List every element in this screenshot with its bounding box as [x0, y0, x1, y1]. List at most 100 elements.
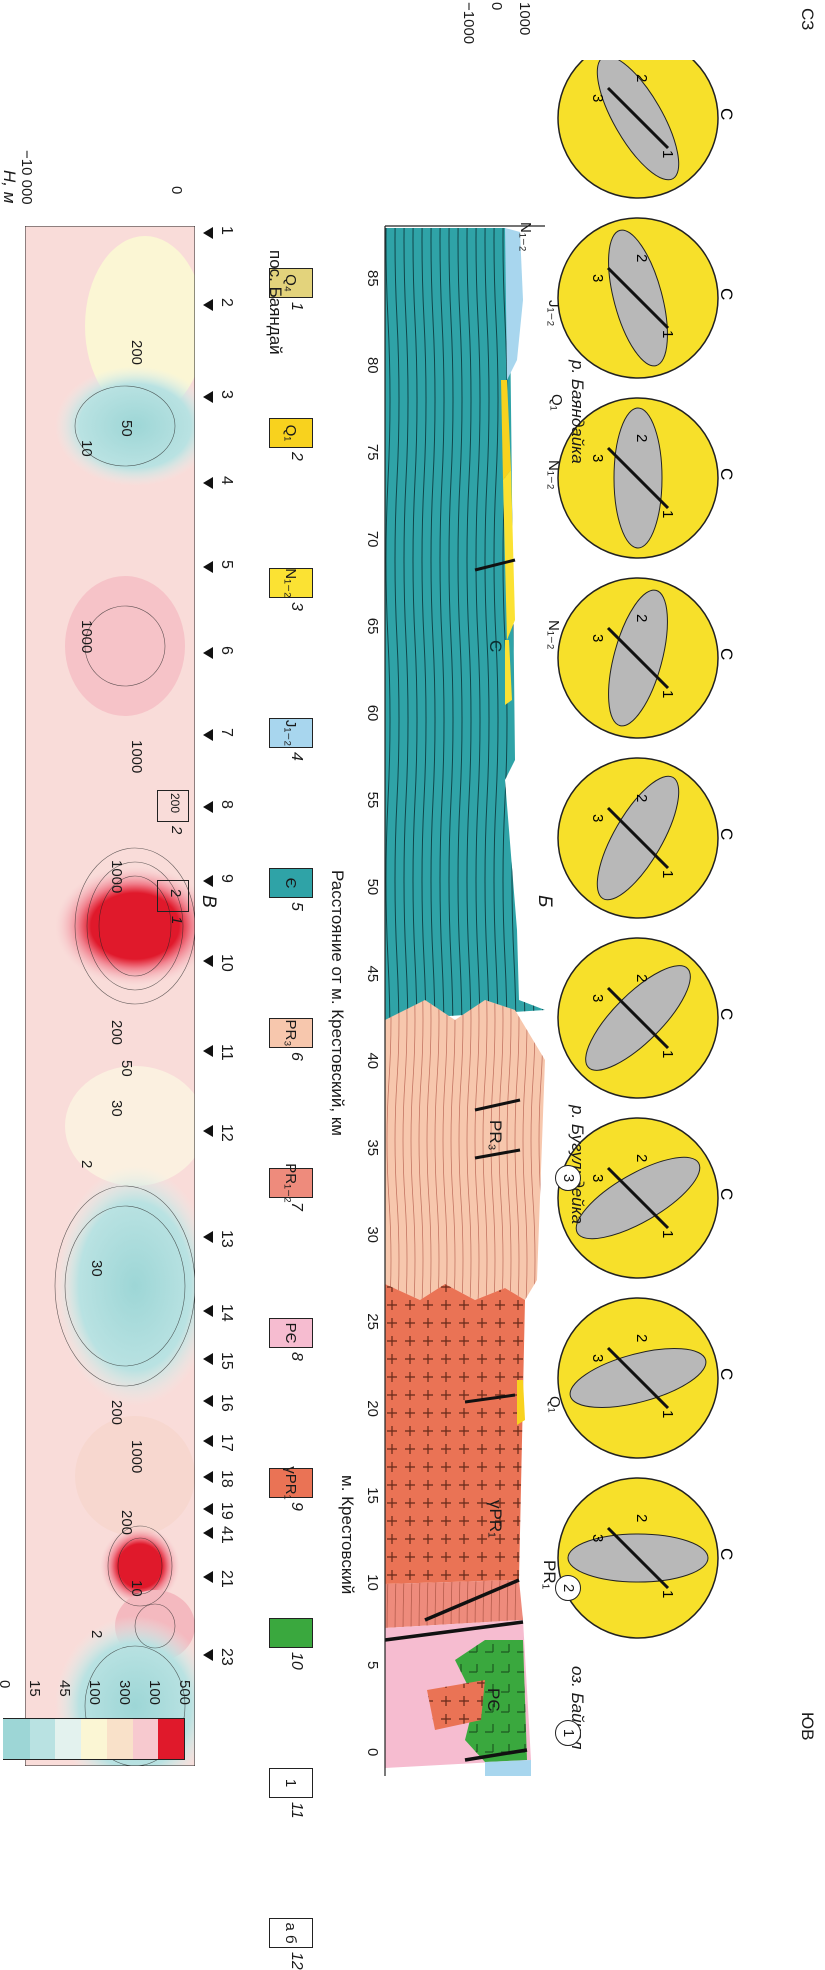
legend-number: 11 — [288, 1802, 305, 1819]
section-xtick: 40 — [364, 1052, 381, 1070]
station-label: 11 — [218, 1044, 235, 1061]
stereonet-5: С 1 2 3 — [557, 757, 736, 919]
station-marker — [203, 1503, 213, 1515]
stereonet-axis-label: 3 — [589, 1534, 606, 1542]
legend-swatch: 1 — [269, 1768, 313, 1798]
stereonet-axis-label: 2 — [633, 434, 650, 442]
colorbar-segment — [28, 1719, 56, 1759]
station-marker — [203, 477, 213, 489]
panel-letter-v: В — [198, 895, 219, 908]
depth-tick-0: 0 — [168, 186, 185, 195]
station-label: 5 — [218, 560, 235, 569]
stereonet-row: С 1 2 3 С 1 2 3 С 1 2 3 С 1 2 3 С 1 2 3 С 1 2 3 С 1 2 3 С 1 2 3 С 1 2 3 — [543, 37, 736, 1720]
contour-label-7: 200 — [108, 1020, 125, 1046]
stereonet-axis-label: 1 — [659, 690, 676, 698]
fault-marker-2: 2 — [555, 1575, 581, 1601]
stereonet-6: С 1 2 3 — [557, 937, 736, 1099]
section-xtick: 45 — [364, 965, 381, 983]
station-marker — [203, 391, 213, 403]
station-marker — [203, 1435, 213, 1447]
unit-label-n12b: N₁₋₂ — [545, 460, 562, 490]
station-marker — [203, 1571, 213, 1583]
legend-swatch: PЄ — [269, 1318, 313, 1348]
station-label: 6 — [218, 646, 235, 655]
stereonet-axis-label: 2 — [633, 74, 650, 82]
legend-number: 6 — [288, 1052, 305, 1061]
stereonet-label: С — [717, 648, 733, 660]
depth-label: H, м — [0, 170, 19, 204]
station-marker — [203, 729, 213, 741]
stereonet-axis-label: 2 — [633, 254, 650, 262]
legend-number: 7 — [288, 1202, 305, 1211]
profile-legend-box-2: 200 — [157, 790, 189, 822]
contour-label-14: 200 — [118, 1510, 135, 1536]
contour-label-3: 10 — [78, 440, 95, 457]
station-marker — [203, 1231, 213, 1243]
legend-number: 2 — [288, 452, 305, 461]
station-marker — [203, 875, 213, 887]
stereonet-axis-label: 3 — [589, 994, 606, 1002]
stereonet-9: С 1 2 3 — [557, 1477, 736, 1639]
colorbar-label: 15 — [26, 1680, 43, 1697]
colorbar-segment — [3, 1719, 30, 1759]
station-label: 17 — [218, 1434, 235, 1452]
stereonet-label: С — [717, 1008, 733, 1020]
station-label: 3 — [218, 390, 235, 399]
legend-number: 12 — [288, 1952, 305, 1970]
colorbar-label: 100 — [86, 1680, 103, 1706]
colorbar-label: 300 — [116, 1680, 133, 1706]
legend-number: 5 — [288, 902, 305, 911]
legend-swatch: N₁₋₂ — [269, 568, 313, 598]
stereonet-7: С 1 2 3 — [557, 1117, 736, 1279]
profile-right-place: м. Крестовский — [338, 1475, 357, 1595]
section-xtick: 55 — [364, 791, 381, 809]
station-label: 2 — [218, 298, 235, 307]
contour-label-1: 200 — [128, 340, 145, 366]
stereonet-label: С — [717, 1548, 733, 1560]
lens-q1a — [501, 380, 511, 480]
legend-swatch: PR₃ — [269, 1018, 313, 1048]
section-xtick: 30 — [364, 1226, 381, 1244]
station-label: 4 — [218, 476, 235, 485]
legend-number: 8 — [288, 1352, 305, 1361]
colorbar-segment — [54, 1719, 82, 1759]
stereonet-axis-label: 1 — [659, 1230, 676, 1238]
station-marker — [203, 299, 213, 311]
stereonet-1: С 1 2 3 — [557, 37, 736, 199]
station-marker — [203, 647, 213, 659]
stereonet-axis-label: 3 — [589, 454, 606, 462]
unit-label-pr3: PR₃ — [486, 1120, 505, 1151]
stereonet-svg: С 1 2 3 С 1 2 3 С 1 2 3 С 1 2 3 С 1 2 3 С 1 2 3 С 1 2 3 С 1 2 3 С 1 2 3 — [557, 37, 736, 1639]
station-marker — [203, 1649, 213, 1661]
station-label: 13 — [218, 1230, 235, 1248]
lens-q1b — [517, 1380, 525, 1425]
legend-swatch: γPR₁ — [269, 1466, 313, 1500]
station-marker — [203, 1395, 213, 1407]
lens-n12b — [503, 470, 515, 640]
stereonet-axis-label: 1 — [659, 1050, 676, 1058]
contour-label-11: 30 — [88, 1260, 105, 1277]
profile-legend-sym-1: 2 — [167, 889, 184, 898]
fault-marker-1: 1 — [555, 1720, 581, 1746]
station-label: 12 — [218, 1124, 235, 1142]
colorbar — [3, 1718, 185, 1760]
legend-swatch — [269, 1618, 313, 1648]
stereonet-4: С 1 2 3 — [557, 577, 736, 739]
section-xtick: 80 — [364, 356, 381, 374]
unit-label-n12c: N₁₋₂ — [545, 620, 562, 650]
station-label: 18 — [218, 1470, 235, 1488]
stereonet-axis-label: 1 — [659, 330, 676, 338]
stereonet-label: С — [717, 108, 733, 120]
unit-label-granite: γPR₁ — [486, 1500, 505, 1538]
legend-swatch: PR₁₋₂ — [269, 1163, 313, 1203]
contour-label-8: 50 — [118, 1060, 135, 1077]
colorbar-label: 100 — [146, 1680, 163, 1706]
station-label: 19 — [218, 1502, 235, 1520]
stereonet-axis-label: 1 — [659, 150, 676, 158]
contour-label-4: 1000 — [78, 620, 95, 654]
stereonet-axis-label: 2 — [633, 974, 650, 982]
section-xtick: 0 — [364, 1748, 381, 1757]
colorbar-label: 0 — [0, 1680, 13, 1688]
